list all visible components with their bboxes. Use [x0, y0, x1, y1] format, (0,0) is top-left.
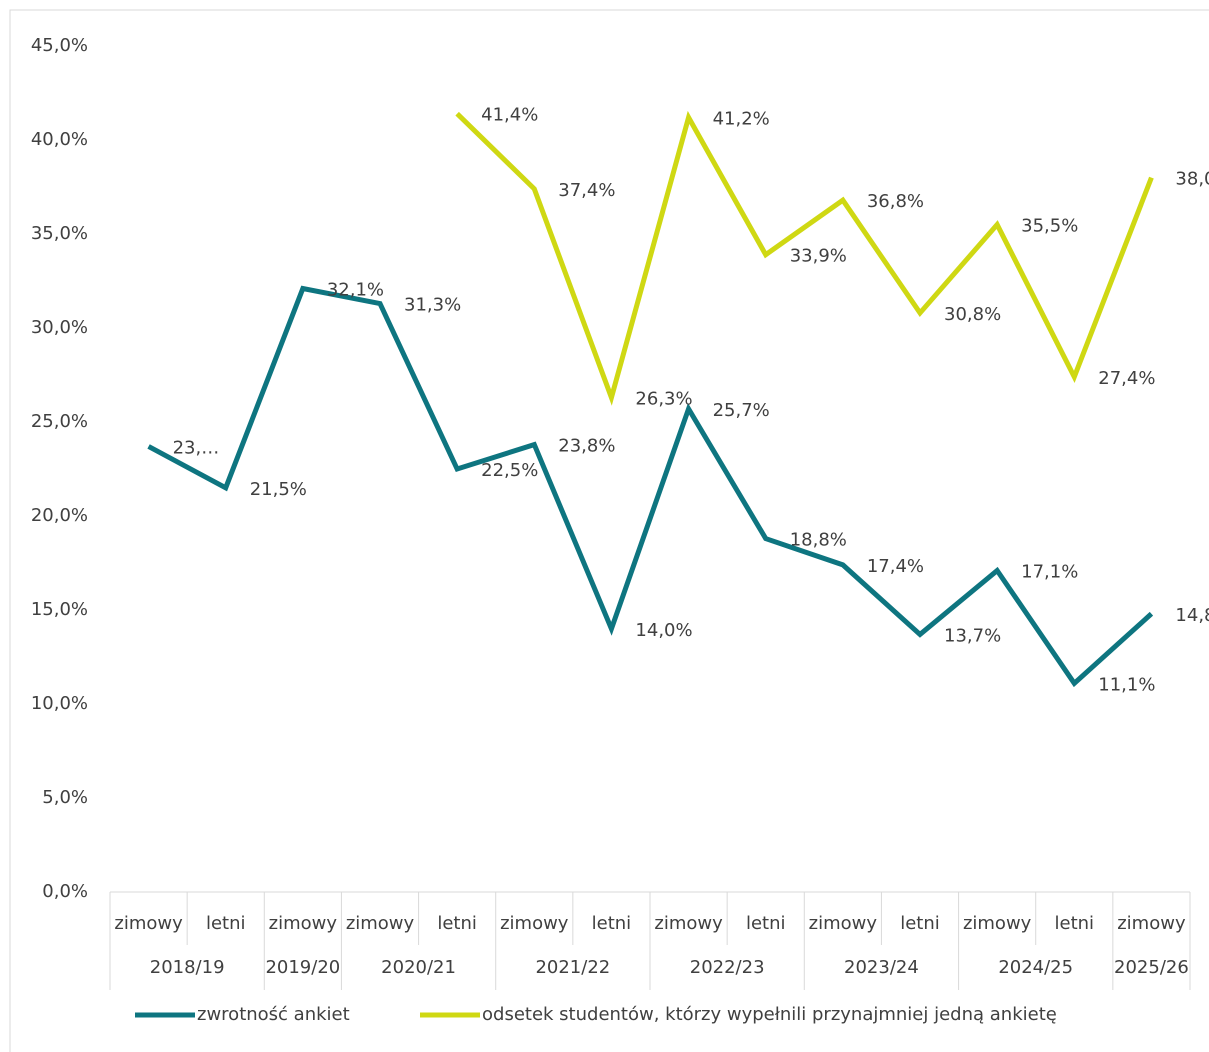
data-label: 35,5% [1021, 216, 1078, 237]
data-label: 41,2% [713, 108, 770, 129]
x-tick-label: zimowy [269, 913, 338, 934]
data-label: 30,8% [944, 304, 1001, 325]
x-tick-label: zimowy [963, 913, 1032, 934]
legend-label: zwrotność ankiet [197, 1004, 350, 1025]
x-group-label: 2024/25 [998, 957, 1073, 978]
x-tick-label: letni [900, 913, 940, 934]
y-tick-label: 20,0% [31, 505, 88, 526]
series-line [147, 285, 1154, 688]
data-label: 41,4% [481, 105, 538, 126]
y-tick-label: 30,0% [31, 317, 88, 338]
x-tick-label: zimowy [1117, 913, 1186, 934]
data-label: 26,3% [635, 389, 692, 410]
data-label: 14,8% [1175, 605, 1209, 626]
y-tick-label: 5,0% [42, 787, 88, 808]
x-group-label: 2020/21 [381, 957, 456, 978]
data-label: 17,4% [867, 556, 924, 577]
data-label: 37,4% [558, 180, 615, 201]
x-tick-label: zimowy [346, 913, 415, 934]
data-label: 32,1% [327, 280, 384, 301]
x-group-label: 2021/22 [535, 957, 610, 978]
y-tick-label: 35,0% [31, 223, 88, 244]
data-label: 23,… [173, 437, 220, 458]
x-tick-label: zimowy [114, 913, 183, 934]
x-tick-label: letni [1055, 913, 1095, 934]
data-label: 25,7% [713, 400, 770, 421]
y-tick-label: 45,0% [31, 35, 88, 56]
data-label: 13,7% [944, 625, 1001, 646]
x-tick-label: letni [437, 913, 477, 934]
x-group-label: 2019/20 [265, 957, 340, 978]
data-label: 21,5% [250, 479, 307, 500]
x-tick-label: zimowy [654, 913, 723, 934]
x-group-label: 2022/23 [690, 957, 765, 978]
data-label: 38,0% [1175, 169, 1209, 190]
x-group-label: 2023/24 [844, 957, 919, 978]
chart-frame [9, 9, 1209, 1052]
y-tick-label: 25,0% [31, 411, 88, 432]
x-tick-label: letni [746, 913, 786, 934]
data-label: 11,1% [1098, 674, 1155, 695]
x-tick-label: zimowy [809, 913, 878, 934]
data-label: 18,8% [790, 530, 847, 551]
data-label: 23,8% [558, 436, 615, 457]
data-label: 31,3% [404, 295, 461, 316]
x-tick-label: letni [206, 913, 246, 934]
y-tick-label: 40,0% [31, 129, 88, 150]
y-tick-label: 15,0% [31, 599, 88, 620]
x-tick-label: letni [592, 913, 632, 934]
data-label: 17,1% [1021, 562, 1078, 583]
y-tick-label: 0,0% [42, 881, 88, 902]
legend-label: odsetek studentów, którzy wypełnili przy… [482, 1004, 1057, 1025]
series-line [455, 110, 1154, 406]
x-group-label: 2018/19 [150, 957, 225, 978]
data-label: 33,9% [790, 246, 847, 267]
x-tick-label: zimowy [500, 913, 569, 934]
x-group-label: 2025/26 [1114, 957, 1189, 978]
data-label: 14,0% [635, 620, 692, 641]
y-tick-label: 10,0% [31, 693, 88, 714]
data-label: 22,5% [481, 460, 538, 481]
data-label: 27,4% [1098, 368, 1155, 389]
data-label: 36,8% [867, 191, 924, 212]
